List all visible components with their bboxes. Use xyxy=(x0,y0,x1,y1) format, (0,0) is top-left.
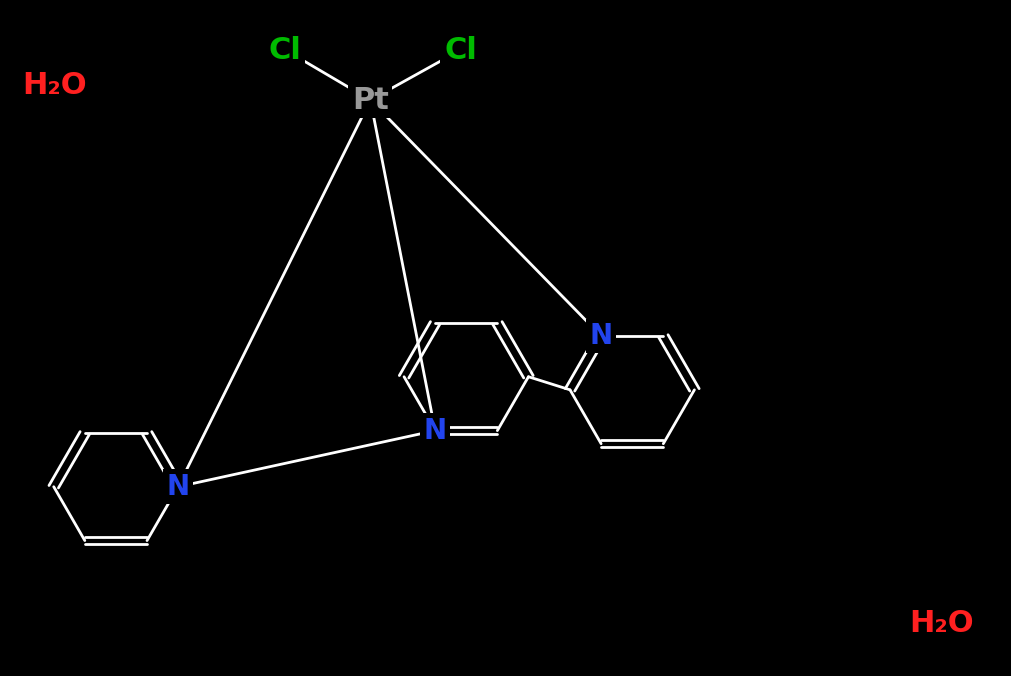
Text: H₂O: H₂O xyxy=(908,609,973,637)
Text: Cl: Cl xyxy=(269,36,301,64)
Text: H₂O: H₂O xyxy=(22,71,87,99)
Text: N: N xyxy=(589,322,612,350)
Text: N: N xyxy=(167,473,189,501)
Text: Cl: Cl xyxy=(444,36,476,64)
Text: Pt: Pt xyxy=(352,86,388,114)
Text: N: N xyxy=(424,416,446,445)
